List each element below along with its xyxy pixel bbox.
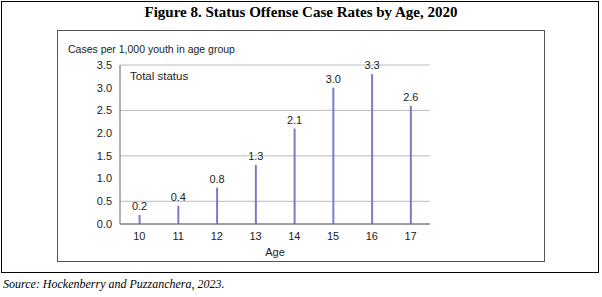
html-text:Cases per 1,000 youth in age g: Cases per 1,000 youth in age group [68,43,235,55]
svg-text:10: 10 [133,230,145,242]
svg-text:16: 16 [366,230,378,242]
svg-text:3.0: 3.0 [326,73,341,85]
svg-text:2.0: 2.0 [97,127,112,139]
svg-text:3.3: 3.3 [364,59,379,71]
svg-text:1.5: 1.5 [97,150,112,162]
svg-text:2.1: 2.1 [287,114,302,126]
svg-text:1.3: 1.3 [248,150,263,162]
svg-text:17: 17 [405,230,417,242]
svg-text:0.8: 0.8 [209,173,224,185]
svg-text:12: 12 [211,230,223,242]
svg-text:0.4: 0.4 [171,191,186,203]
html-text:Source: Hockenberry and Puzzan: Source: Hockenberry and Puzzanchera, 202… [3,277,225,291]
svg-text:14: 14 [288,230,300,242]
html-text:Total status: Total status [130,70,189,82]
svg-text:2.5: 2.5 [97,104,112,116]
svg-text:1.0: 1.0 [97,172,112,184]
svg-text:0.5: 0.5 [97,195,112,207]
svg-text:2.6: 2.6 [403,91,418,103]
svg-text:3.5: 3.5 [97,59,112,71]
svg-text:15: 15 [327,230,339,242]
svg-text:11: 11 [172,230,183,242]
svg-text:0.0: 0.0 [97,218,112,230]
svg-text:13: 13 [250,230,262,242]
svg-text:0.2: 0.2 [132,200,147,212]
svg-text:Age: Age [265,246,285,258]
html-text:Figure 8. Status Offense Case: Figure 8. Status Offense Case Rates by A… [144,4,458,20]
svg-text:3.0: 3.0 [97,82,112,94]
